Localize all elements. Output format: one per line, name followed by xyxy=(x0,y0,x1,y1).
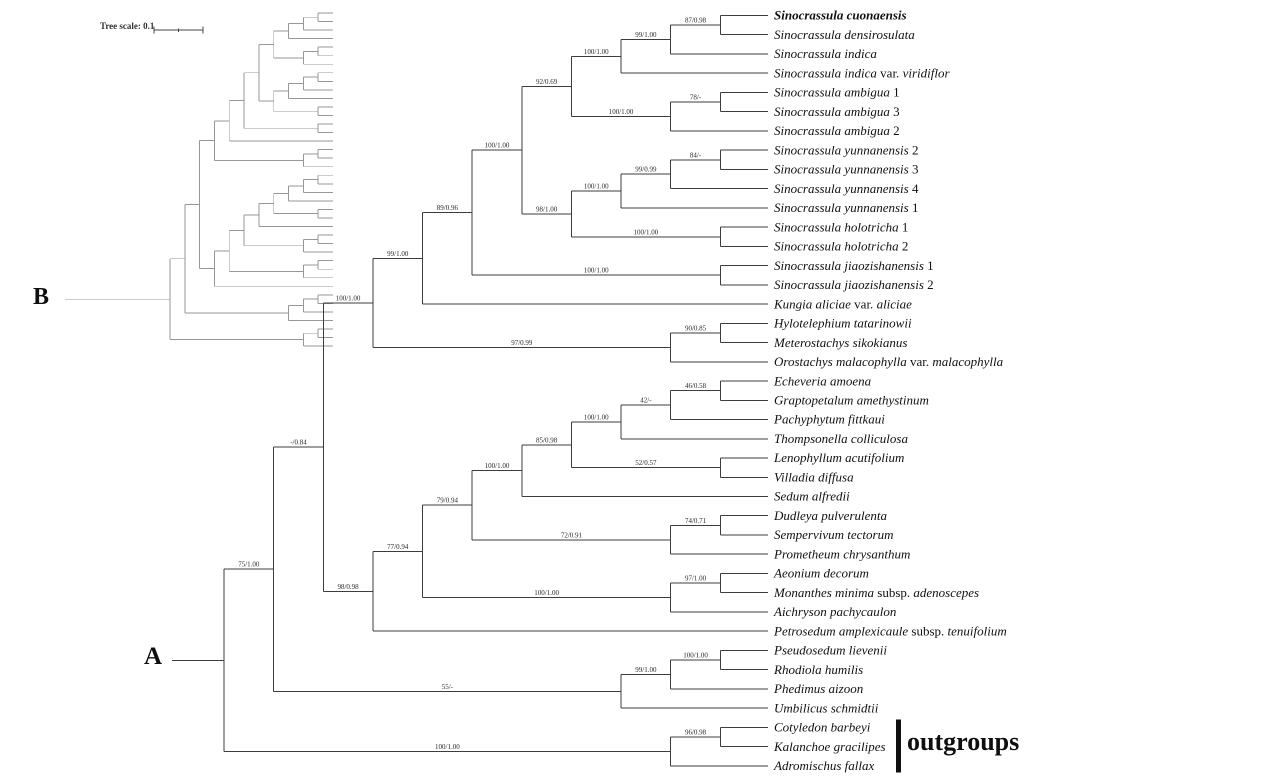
leaf-label: Echeveria amoena xyxy=(773,373,872,388)
leaf-label: Petrosedum amplexicaule subsp. tenuifoli… xyxy=(773,623,1007,638)
support-label: 100/1.00 xyxy=(683,652,708,660)
leaf-label: Sedum alfredii xyxy=(774,489,850,504)
support-label: 100/1.00 xyxy=(485,142,510,150)
leaf-label: Aichryson pachycaulon xyxy=(773,604,896,619)
leaf-label: Sinocrassula cuonaensis xyxy=(774,8,907,23)
leaf-label: Meterostachys sikokianus xyxy=(773,335,907,350)
support-label: 77/0.94 xyxy=(387,543,409,551)
support-label: 100/1.00 xyxy=(634,228,659,236)
tree-scale-bar xyxy=(153,26,204,34)
leaf-label: Phedimus aizoon xyxy=(773,681,863,696)
support-label: 78/- xyxy=(690,94,702,102)
support-label: 100/1.00 xyxy=(584,48,609,56)
support-label: 99/1.00 xyxy=(635,31,657,39)
leaf-label: Kungia aliciae var. aliciae xyxy=(773,296,912,311)
support-label: 84/- xyxy=(690,151,702,159)
leaf-label: Villadia diffusa xyxy=(774,469,854,484)
leaf-label: Sinocrassula yunnanensis 2 xyxy=(774,142,918,157)
outgroups-label: outgroups xyxy=(907,727,1020,756)
support-label: 89/0.96 xyxy=(437,204,459,212)
support-label: 99/1.00 xyxy=(635,666,657,674)
leaf-label: Monanthes minima subsp. adenoscepes xyxy=(773,585,979,600)
clade-a-label: A xyxy=(144,643,163,670)
leaf-label: Sinocrassula ambigua 2 xyxy=(774,123,900,138)
support-label: 100/1.00 xyxy=(584,413,609,421)
leaf-label: Cotyledon barbeyi xyxy=(774,720,871,735)
support-label: 46/0.58 xyxy=(685,382,707,390)
leaf-label: Pseudosedum lievenii xyxy=(773,643,887,658)
leaf-label: Sinocrassula indica xyxy=(774,46,877,61)
support-label: 97/1.00 xyxy=(685,575,707,583)
support-label: 92/0.69 xyxy=(536,78,558,86)
leaf-label: Orostachys malacophylla var. malacophyll… xyxy=(774,354,1004,369)
support-label: 72/0.91 xyxy=(561,531,583,539)
leaf-label: Adromischus fallax xyxy=(773,758,874,773)
leaf-label: Lenophyllum acutifolium xyxy=(773,450,904,465)
leaf-label: Sinocrassula yunnanensis 1 xyxy=(774,200,918,215)
leaf-label: Sinocrassula yunnanensis 4 xyxy=(774,181,919,196)
support-label: 52/0.57 xyxy=(635,459,657,467)
support-label: 100/1.00 xyxy=(584,183,609,191)
support-label: 99/0.99 xyxy=(635,166,657,174)
support-label: 42/- xyxy=(640,397,652,405)
outgroups-bracket xyxy=(896,719,901,773)
main-tree-a: 75/1.00 -/0.84 100/1.00 99/1.00 89/0.96 100/1… xyxy=(172,8,1007,773)
support-label: 98/1.00 xyxy=(536,205,558,213)
support-label: 100/1.00 xyxy=(534,589,559,597)
leaf-label: Prometheum chrysanthum xyxy=(773,546,910,561)
leaf-label: Hylotelephium tatarinowii xyxy=(773,316,912,331)
leaf-label: Sinocrassula yunnanensis 3 xyxy=(774,162,918,177)
support-label: 85/0.98 xyxy=(536,436,558,444)
leaf-label: Sinocrassula jiaozishanensis 2 xyxy=(774,277,934,292)
leaf-label: Sempervivum tectorum xyxy=(774,527,894,542)
support-label: 55/- xyxy=(442,683,454,691)
support-label: 96/0.98 xyxy=(685,729,707,737)
support-label: -/0.84 xyxy=(290,439,307,447)
support-label: 99/1.00 xyxy=(387,250,409,258)
leaf-label: Thompsonella colliculosa xyxy=(774,431,908,446)
leaf-label: Kalanchoe gracilipes xyxy=(773,739,886,754)
leaf-label: Sinocrassula indica var. viridiflor xyxy=(774,65,950,80)
leaf-label: Sinocrassula densirosulata xyxy=(774,27,915,42)
leaf-label: Sinocrassula jiaozishanensis 1 xyxy=(774,258,934,273)
support-label: 100/1.00 xyxy=(435,743,460,751)
support-label: 79/0.94 xyxy=(437,497,459,505)
support-label: 75/1.00 xyxy=(238,561,260,569)
support-label: 100/1.00 xyxy=(336,294,361,302)
leaf-label: Sinocrassula holotricha 2 xyxy=(774,239,908,254)
support-label: 100/1.00 xyxy=(584,267,609,275)
support-label: 97/0.99 xyxy=(511,339,533,347)
support-label: 100/1.00 xyxy=(485,462,510,470)
leaf-label: Sinocrassula ambigua 1 xyxy=(774,85,900,100)
leaf-label: Rhodiola humilis xyxy=(773,662,863,677)
support-label: 100/1.00 xyxy=(609,108,634,116)
leaf-label: Graptopetalum amethystinum xyxy=(774,393,929,408)
leaf-label: Dudleya pulverulenta xyxy=(773,508,887,523)
clade-b-label: B xyxy=(33,284,50,310)
support-label: 87/0.98 xyxy=(685,17,707,25)
leaf-label: Sinocrassula ambigua 3 xyxy=(774,104,900,119)
support-label: 98/0.98 xyxy=(337,583,359,591)
support-label: 90/0.85 xyxy=(685,324,707,332)
tree-scale-label: Tree scale: 0.1 xyxy=(100,21,155,31)
leaf-label: Aeonium decorum xyxy=(773,566,869,581)
leaf-label: Pachyphytum fittkaui xyxy=(773,412,885,427)
support-label: 74/0.71 xyxy=(685,517,707,525)
inset-tree-b xyxy=(65,12,333,347)
leaf-label: Sinocrassula holotricha 1 xyxy=(774,219,908,234)
leaf-label: Umbilicus schmidtii xyxy=(774,700,879,715)
